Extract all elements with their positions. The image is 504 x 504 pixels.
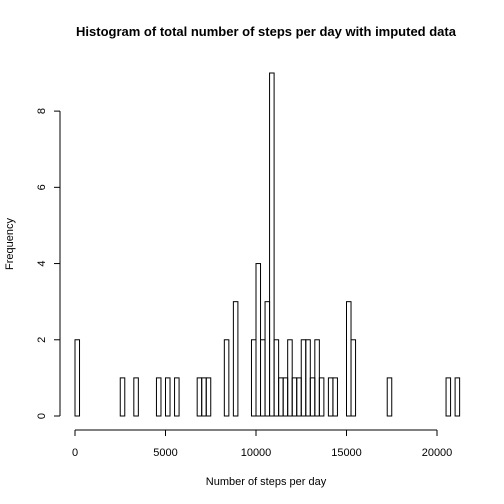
histogram-bar	[232, 301, 239, 417]
histogram-bar	[318, 377, 325, 417]
histogram-bar	[260, 339, 266, 417]
histogram-bar	[205, 377, 212, 417]
histogram-bar	[133, 377, 139, 417]
x-tick-label: 10000	[241, 447, 272, 459]
histogram-bar	[386, 377, 393, 417]
histogram-bar	[174, 377, 180, 417]
histogram-bar	[350, 339, 357, 417]
histogram-bar	[255, 263, 262, 417]
histogram-bar	[264, 301, 271, 417]
histogram-bar	[287, 339, 293, 417]
x-tick-label: 20000	[422, 447, 453, 459]
histogram-bar	[314, 339, 320, 417]
histogram-bar	[223, 339, 230, 417]
histogram-bar	[282, 377, 289, 417]
histogram-bar	[445, 377, 452, 417]
y-tick-label: 2	[36, 337, 48, 343]
x-tick-label: 15000	[331, 447, 362, 459]
y-axis-label: Frequency	[4, 218, 16, 270]
y-tick-label: 0	[36, 413, 48, 419]
bars-group	[74, 72, 461, 417]
histogram-bar	[305, 339, 311, 417]
histogram-bar	[309, 377, 316, 417]
histogram-bar	[155, 377, 162, 417]
histogram-bar	[269, 72, 275, 417]
y-tick-label: 6	[36, 184, 48, 190]
histogram-bar	[327, 377, 334, 417]
histogram-bar	[291, 377, 298, 417]
histogram-bar	[278, 377, 284, 417]
y-tick-label: 4	[36, 260, 48, 266]
histogram-bar	[165, 377, 171, 417]
histogram-bar	[196, 377, 203, 417]
histogram-bar	[250, 339, 257, 417]
x-tick-label: 0	[72, 447, 78, 459]
x-axis-label: Number of steps per day	[206, 476, 327, 488]
histogram-bar	[201, 377, 207, 417]
x-tick-label: 5000	[153, 447, 177, 459]
chart-title: Histogram of total number of steps per d…	[76, 24, 457, 39]
x-axis: 0 5000 10000 15000 20000	[72, 429, 453, 459]
histogram-bar	[273, 339, 280, 417]
y-tick-label: 8	[36, 108, 48, 114]
y-axis: 0 2 4 6 8	[36, 108, 61, 419]
histogram-bar	[300, 339, 307, 417]
histogram-bar	[296, 377, 302, 417]
histogram-bar	[119, 377, 126, 417]
histogram-bar	[346, 301, 352, 417]
histogram-bar	[454, 377, 461, 417]
histogram-bar	[332, 377, 338, 417]
histogram-bar	[74, 339, 81, 417]
